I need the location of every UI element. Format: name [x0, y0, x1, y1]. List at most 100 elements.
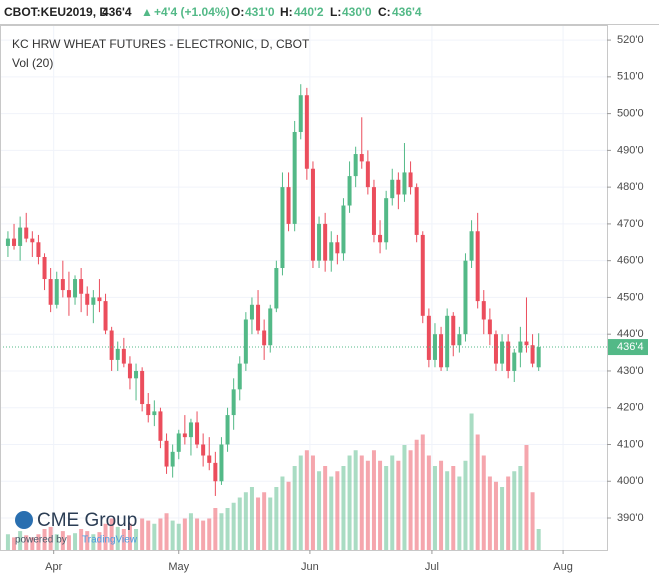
candle-body	[30, 238, 35, 243]
volume-bar	[396, 460, 401, 550]
candle-body	[506, 341, 511, 371]
candle-body	[371, 187, 376, 235]
volume-bar	[432, 466, 437, 550]
volume-bar	[463, 460, 468, 550]
volume-bar	[469, 413, 474, 550]
candle-body	[378, 234, 383, 243]
volume-bar	[481, 455, 486, 550]
candle-body	[18, 227, 23, 246]
volume-bar	[152, 523, 157, 550]
candle-body	[127, 363, 132, 379]
candle-body	[310, 168, 315, 261]
volume-bar	[384, 466, 389, 550]
volume-bar	[347, 455, 352, 550]
y-tick-label: 480'0	[617, 181, 644, 193]
volume-bar	[286, 481, 291, 550]
candle-body	[402, 172, 407, 195]
volume-bar	[420, 434, 425, 550]
volume-bar	[457, 476, 462, 550]
open-label: O:	[231, 5, 244, 19]
volume-bar	[30, 537, 35, 550]
candle-body	[524, 341, 529, 346]
volume-bar	[292, 466, 297, 550]
logo-globe	[15, 511, 33, 529]
y-tick-label: 390'0	[617, 512, 644, 524]
y-tick-label: 450'0	[617, 291, 644, 303]
volume-bar	[170, 520, 175, 550]
volume-bar	[280, 476, 285, 550]
volume-bar	[445, 471, 450, 550]
candle-body	[396, 179, 401, 195]
candle-body	[231, 389, 236, 416]
volume-bar	[359, 455, 364, 550]
volume-bar	[426, 455, 431, 550]
volume-bar	[475, 434, 480, 550]
volume-bar	[164, 513, 169, 550]
candle-body	[201, 444, 206, 456]
volume-bar	[371, 450, 376, 550]
candle-body	[140, 370, 145, 405]
volume-bar	[268, 497, 273, 550]
volume-bar	[237, 497, 242, 550]
candle-body	[5, 238, 10, 246]
volume-bar	[121, 529, 126, 550]
volume-bar	[176, 523, 181, 550]
plot-border	[0, 25, 608, 551]
candle-body	[445, 315, 450, 368]
candle-body	[457, 334, 462, 346]
candle-body	[182, 433, 187, 438]
candle-body	[36, 242, 41, 257]
volume-bar	[54, 534, 59, 550]
candle-body	[134, 370, 139, 379]
volume-bar	[182, 518, 187, 550]
candle-body	[536, 347, 541, 368]
volume-bar	[536, 529, 541, 550]
volume-bar	[213, 508, 218, 550]
y-tick-label: 440'0	[617, 328, 644, 340]
candle-body	[66, 290, 71, 298]
volume-bar	[512, 471, 517, 550]
logo-name: CME Group	[37, 510, 137, 531]
candle-body	[463, 260, 468, 335]
candle-body	[414, 187, 419, 235]
candle-body	[243, 319, 248, 364]
candle-body	[432, 334, 437, 360]
y-tick-label: 500'0	[617, 108, 644, 120]
volume-bar	[127, 523, 132, 550]
candle-body	[170, 451, 175, 467]
candle-body	[518, 341, 523, 353]
candle-body	[451, 315, 456, 346]
candle-body	[487, 319, 492, 335]
y-tick-label: 460'0	[617, 255, 644, 267]
volume-bar	[85, 531, 90, 550]
candle-body	[493, 334, 498, 364]
candle-body	[237, 363, 242, 390]
symbol: CBOT:KEU2019, D	[4, 5, 108, 19]
last-price: 436'4	[102, 5, 132, 19]
volume-bar	[274, 487, 279, 550]
candle-body	[219, 444, 224, 482]
volume-bar	[518, 466, 523, 550]
candle-body	[268, 308, 273, 346]
volume-bar	[97, 532, 102, 550]
candle-body	[420, 234, 425, 316]
brand: TradingView	[82, 535, 138, 546]
volume-bar	[134, 529, 139, 550]
logo: CME Group powered by TradingView	[15, 510, 138, 546]
volume-bar	[408, 450, 413, 550]
volume-bar	[335, 471, 340, 550]
x-tick-label: Jul	[425, 561, 439, 573]
volume-bar	[304, 450, 309, 550]
candle-body	[317, 223, 322, 261]
candle-body	[426, 315, 431, 360]
volume-bar	[36, 534, 41, 550]
volume-bar	[500, 487, 505, 550]
candle-body	[500, 341, 505, 364]
candle-body	[164, 440, 169, 467]
last-price-box	[608, 339, 648, 356]
y-tick-label: 470'0	[617, 218, 644, 230]
candle-body	[469, 231, 474, 261]
candle-body	[512, 352, 517, 371]
candle-body	[481, 301, 486, 320]
